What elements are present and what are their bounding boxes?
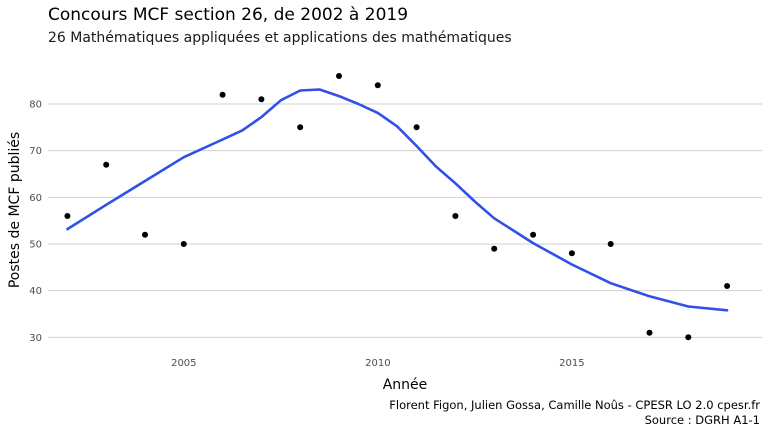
data-point-2012 — [452, 213, 459, 219]
y-tick-label-40: 40 — [29, 286, 42, 297]
data-point-2010 — [374, 82, 381, 89]
chart-subtitle: 26 Mathématiques appliquées et applicati… — [48, 30, 512, 46]
data-point-2015 — [568, 250, 575, 257]
data-point-2004 — [142, 231, 148, 238]
data-point-2002 — [64, 213, 71, 219]
smooth-trend-line — [66, 88, 729, 312]
x-tick-label-2015: 2015 — [559, 358, 584, 369]
data-point-2005 — [180, 241, 187, 247]
data-point-2014 — [530, 231, 537, 238]
data-point-2016 — [607, 241, 614, 247]
caption-authors: Florent Figon, Julien Gossa, Camille Noû… — [389, 398, 760, 412]
x-axis-title: Année — [383, 377, 428, 393]
data-point-2007 — [258, 96, 265, 103]
data-point-2006 — [219, 91, 226, 98]
x-tick-label-2005: 2005 — [171, 358, 196, 369]
tick-labels-layer: 30 40 50 60 70 80 2005 2010 2015 — [29, 100, 584, 370]
data-point-2011 — [413, 124, 420, 131]
y-tick-label-60: 60 — [29, 193, 42, 204]
smooth-trend-layer — [66, 88, 729, 312]
caption-source: Source : DGRH A1-1 — [644, 413, 760, 427]
y-tick-label-50: 50 — [29, 240, 42, 251]
data-point-2009 — [336, 73, 342, 79]
data-point-2018 — [685, 334, 692, 341]
data-point-2017 — [646, 329, 653, 336]
y-tick-label-70: 70 — [29, 146, 42, 157]
data-points-layer — [64, 73, 731, 341]
grid-lines — [48, 103, 762, 338]
data-point-2003 — [103, 161, 110, 168]
y-axis-title: Postes de MCF publiés — [7, 132, 23, 288]
x-tick-label-2010: 2010 — [365, 358, 390, 369]
data-point-2013 — [491, 245, 498, 252]
data-point-2008 — [297, 124, 304, 131]
data-point-2019 — [724, 283, 731, 289]
y-tick-label-80: 80 — [29, 100, 42, 111]
chart-title: Concours MCF section 26, de 2002 à 2019 — [48, 5, 409, 25]
y-tick-label-30: 30 — [29, 333, 42, 344]
